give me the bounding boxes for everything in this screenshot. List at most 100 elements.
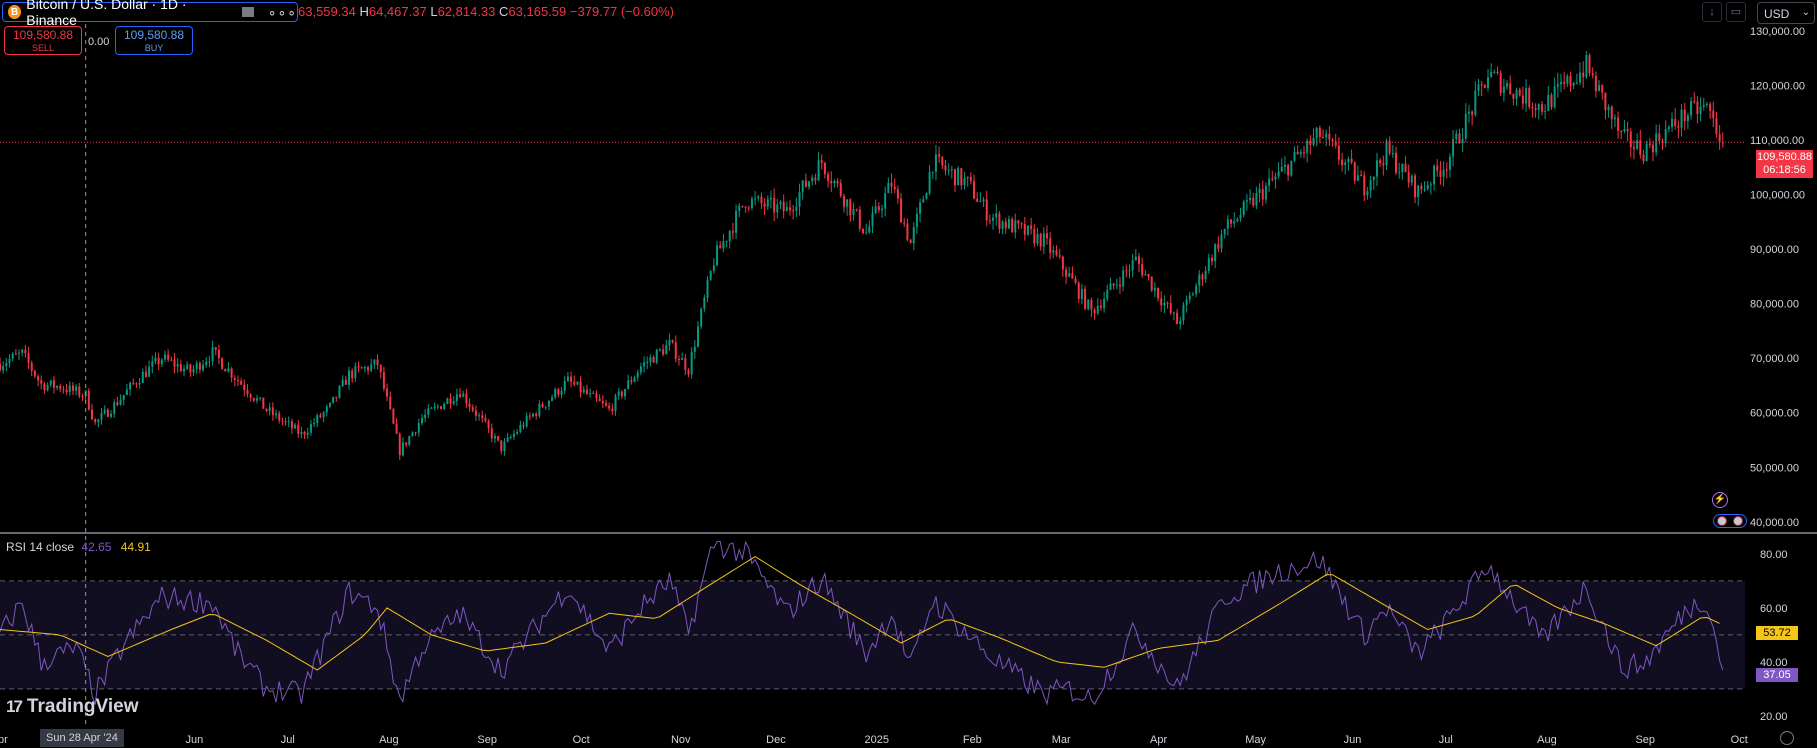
candle-body [614, 395, 617, 412]
candle [741, 205, 744, 208]
candle-body [281, 420, 284, 422]
candle-body [1702, 104, 1705, 107]
candle-body [1398, 172, 1401, 174]
candle [1147, 273, 1150, 281]
candle [449, 393, 452, 409]
candle [224, 368, 227, 372]
rsi-legend[interactable]: RSI 14 close 42.65 44.91 [6, 540, 151, 554]
candle-body [1306, 140, 1309, 153]
flag-icon[interactable] [242, 7, 254, 17]
lightning-icon[interactable]: ⚡ [1712, 492, 1728, 508]
candle-body [1350, 158, 1353, 163]
candle [1480, 81, 1483, 97]
candle-body [1474, 90, 1477, 115]
candle [1712, 101, 1715, 128]
candle [598, 394, 601, 402]
candle [690, 347, 693, 379]
candle [703, 294, 706, 313]
candle [1429, 181, 1432, 195]
download-icon[interactable]: ↓ [1702, 2, 1722, 22]
candle-body [976, 198, 979, 202]
candle-body [532, 413, 535, 417]
candle-body [46, 384, 49, 391]
candle [1572, 81, 1575, 90]
candle [497, 435, 500, 442]
candle-body [1112, 283, 1115, 286]
price-axis-label: 90,000.00 [1750, 244, 1799, 256]
candle [246, 384, 249, 398]
buy-button[interactable]: 109,580.88 BUY [115, 26, 193, 55]
symbol-title-bar[interactable]: B Bitcoin / U.S. Dollar · 1D · Binance ∘… [2, 0, 298, 28]
candle-body [836, 180, 839, 184]
candle-body [658, 349, 661, 351]
candle-body [455, 394, 458, 401]
candle [1287, 163, 1290, 182]
candle [211, 340, 214, 366]
candle-body [782, 201, 785, 212]
candle [538, 400, 541, 419]
candle [928, 165, 931, 196]
candle-body [512, 433, 515, 438]
candle [1230, 218, 1233, 228]
candle [1134, 249, 1137, 262]
candle-body [284, 421, 287, 423]
candle-body [151, 361, 154, 367]
sell-button[interactable]: 109,580.88 SELL [4, 26, 82, 55]
currency-select[interactable]: USD ⌄ [1757, 2, 1815, 24]
candle [966, 176, 969, 187]
candle-body [922, 199, 925, 203]
candle-body [973, 181, 976, 199]
candle-body [224, 369, 227, 372]
candle-body [414, 432, 417, 434]
candle-body [1341, 159, 1344, 166]
candle-body [1353, 162, 1356, 181]
candle-body [484, 418, 487, 421]
candle [884, 186, 887, 217]
candle-body [1195, 285, 1198, 295]
candle [125, 383, 128, 396]
candle-body [1277, 171, 1280, 177]
candle-body [1138, 256, 1141, 265]
candle [259, 397, 262, 401]
more-icon[interactable]: ∘∘∘ [267, 3, 297, 20]
candle [1255, 186, 1258, 210]
candle [1217, 236, 1220, 253]
candle-body [116, 402, 119, 405]
candle [560, 387, 563, 399]
candle [760, 192, 763, 210]
candle-body [677, 358, 680, 360]
gear-icon[interactable] [1780, 731, 1794, 745]
candle [1176, 308, 1179, 325]
candle [852, 202, 855, 221]
candle [198, 360, 201, 374]
candle-body [1493, 71, 1496, 73]
candle [1306, 138, 1309, 163]
tradingview-logo[interactable]: 17 TradingView [6, 696, 139, 718]
candle [988, 214, 991, 225]
candle-body [1039, 233, 1042, 247]
candle-body [265, 408, 268, 411]
candle [731, 222, 734, 240]
candle [808, 180, 811, 190]
candle-body [808, 181, 811, 187]
candle-body [1163, 302, 1166, 306]
events-flags-icon[interactable] [1713, 514, 1747, 528]
candle-body [1718, 134, 1721, 143]
candle-body [1325, 133, 1328, 138]
candle [1423, 181, 1426, 193]
candle [478, 412, 481, 421]
candle-body [5, 363, 8, 367]
candle-body [754, 198, 757, 200]
candle [287, 416, 290, 428]
candle-body [1118, 284, 1121, 287]
candle [37, 374, 40, 387]
candle [2, 361, 5, 374]
layout-icon[interactable]: ▭ [1726, 2, 1746, 22]
candle [1109, 277, 1112, 291]
candle-body [465, 393, 468, 404]
candle [21, 348, 24, 357]
candle-body [982, 199, 985, 202]
candle [846, 199, 849, 216]
candle-body [1385, 140, 1388, 166]
